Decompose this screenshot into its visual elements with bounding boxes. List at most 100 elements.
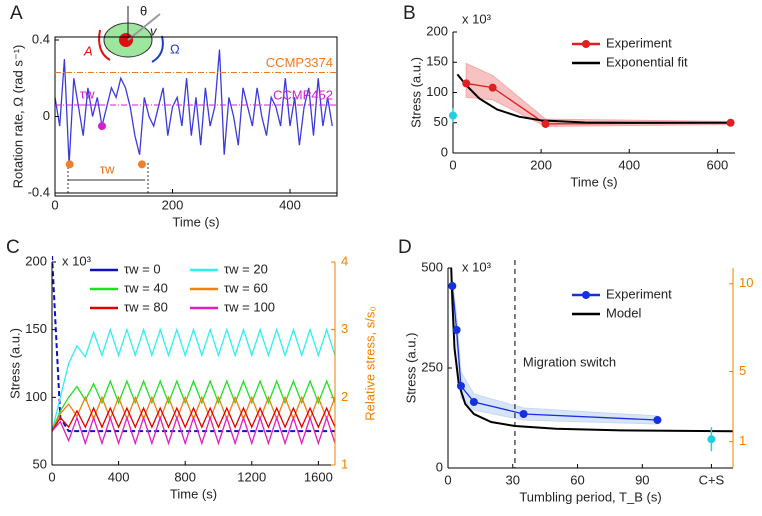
y2-tick-label: 1 <box>739 433 746 448</box>
x-tick-label: 400 <box>618 157 640 172</box>
legend-marker <box>582 40 590 48</box>
legend-marker <box>582 291 590 299</box>
data-point <box>456 382 465 390</box>
data-point <box>449 111 457 120</box>
y2-tick-label: 1 <box>341 456 348 471</box>
x-tick-label: 1200 <box>237 469 266 484</box>
x-tick-label: 400 <box>108 469 130 484</box>
data-point <box>488 83 497 92</box>
y2-tick-label: 3 <box>341 321 348 336</box>
series-line <box>55 49 333 165</box>
plot-area <box>52 256 335 446</box>
reference-label: CCMP452 <box>273 87 333 102</box>
y-axis-label: Stress (a.u.) <box>403 333 418 404</box>
series-line <box>52 327 335 432</box>
y-tick-label: 0 <box>441 144 448 159</box>
panel-letter: B <box>403 3 416 24</box>
y-tick-label: 0 <box>436 459 443 474</box>
y-tick-label: 150 <box>25 321 47 336</box>
data-point <box>469 398 478 406</box>
y-tick-label: 100 <box>426 84 448 99</box>
y-tick-label: 200 <box>426 23 448 38</box>
y-tick-label: 250 <box>421 359 443 374</box>
data-point <box>448 282 457 290</box>
tau-annotation: τw <box>100 161 115 176</box>
x-tick-label: 1600 <box>304 469 333 484</box>
y2-tick-label: 2 <box>341 389 348 404</box>
data-point <box>462 79 471 88</box>
omega-label: Ω <box>170 41 180 56</box>
uncertainty-band <box>451 279 658 425</box>
x-tick-label: 0 <box>444 472 451 487</box>
series-line <box>456 73 731 124</box>
y-tick-label: 0 <box>43 108 50 123</box>
arrow-omega <box>151 35 164 63</box>
legend-label: τw = 0 <box>124 261 161 276</box>
plot-area <box>450 267 733 433</box>
y-axis-label: Rotation rate, Ω (rad s⁻¹) <box>10 45 25 189</box>
eyespot <box>119 33 133 47</box>
series-line <box>451 285 658 421</box>
x-tick-label: 600 <box>707 157 729 172</box>
y-axis-label: Stress (a.u.) <box>408 57 423 128</box>
velocity-arrow <box>127 13 161 41</box>
x-tick-label: 90 <box>635 472 649 487</box>
rotation-diagram: θ v Ω A <box>83 3 180 63</box>
legend-label: Experiment <box>606 35 672 50</box>
y2-tick-label: 4 <box>341 253 348 268</box>
x-tick-label: 800 <box>174 469 196 484</box>
x-tick-label: 0 <box>449 157 456 172</box>
legend-label: τw = 40 <box>124 280 168 295</box>
x-tick-label: 0 <box>51 197 58 212</box>
vertical-line-label: Migration switch <box>523 354 616 369</box>
y-tick-label: 0.4 <box>32 31 50 46</box>
legend-label: Model <box>606 305 642 320</box>
series-line <box>52 415 335 446</box>
x-axis-label: Tumbling period, T_B (s) <box>519 489 661 504</box>
y2-axis-label: Relative stress, s/s₀ <box>362 306 377 420</box>
x-tick-label: C+S <box>699 472 725 487</box>
series-line <box>52 379 335 432</box>
x-axis-label: Time (s) <box>170 486 217 501</box>
legend-label: Experiment <box>606 286 672 301</box>
plot-area <box>456 62 732 127</box>
legend-label: τw = 20 <box>224 261 268 276</box>
data-point <box>452 326 461 334</box>
data-point <box>98 122 106 131</box>
theta-label: θ <box>140 3 147 18</box>
x-tick-label: 400 <box>279 197 301 212</box>
v-label: v <box>150 23 158 38</box>
data-point <box>519 410 528 418</box>
panel-letter: D <box>398 237 412 258</box>
x-axis-label: Time (s) <box>570 174 617 189</box>
data-point <box>726 118 735 127</box>
y-tick-label: -0.4 <box>28 184 50 199</box>
arrow-a <box>98 29 111 61</box>
x-tick-label: 200 <box>162 197 184 212</box>
x-tick-label: 0 <box>48 469 55 484</box>
y2-tick-label: 5 <box>739 363 746 378</box>
series-line <box>52 395 335 432</box>
data-point <box>707 435 716 444</box>
y-tick-label: 200 <box>25 253 47 268</box>
legend-label: τw = 80 <box>124 299 168 314</box>
x-tick-label: 30 <box>506 472 520 487</box>
data-point <box>137 160 146 169</box>
data-point <box>541 119 550 128</box>
y-tick-label: 150 <box>426 54 448 69</box>
uncertainty-band <box>465 62 732 127</box>
a-label: A <box>83 43 93 58</box>
y-tick-label: 50 <box>434 114 448 129</box>
scale-label: x 10³ <box>62 253 92 268</box>
y2-axis-label: Max. relative stress, s/s₀ <box>760 297 762 438</box>
data-point <box>65 160 74 169</box>
y-tick-label: 50 <box>33 456 47 471</box>
y2-tick-label: 10 <box>739 275 753 290</box>
legend-label: τw = 60 <box>224 280 268 295</box>
y-axis-label: Stress (a.u.) <box>7 328 22 399</box>
series-line <box>52 256 335 433</box>
legend-label: τw = 100 <box>224 299 275 314</box>
reference-label: CCMP3374 <box>266 55 333 70</box>
panel-letter: C <box>6 237 20 258</box>
